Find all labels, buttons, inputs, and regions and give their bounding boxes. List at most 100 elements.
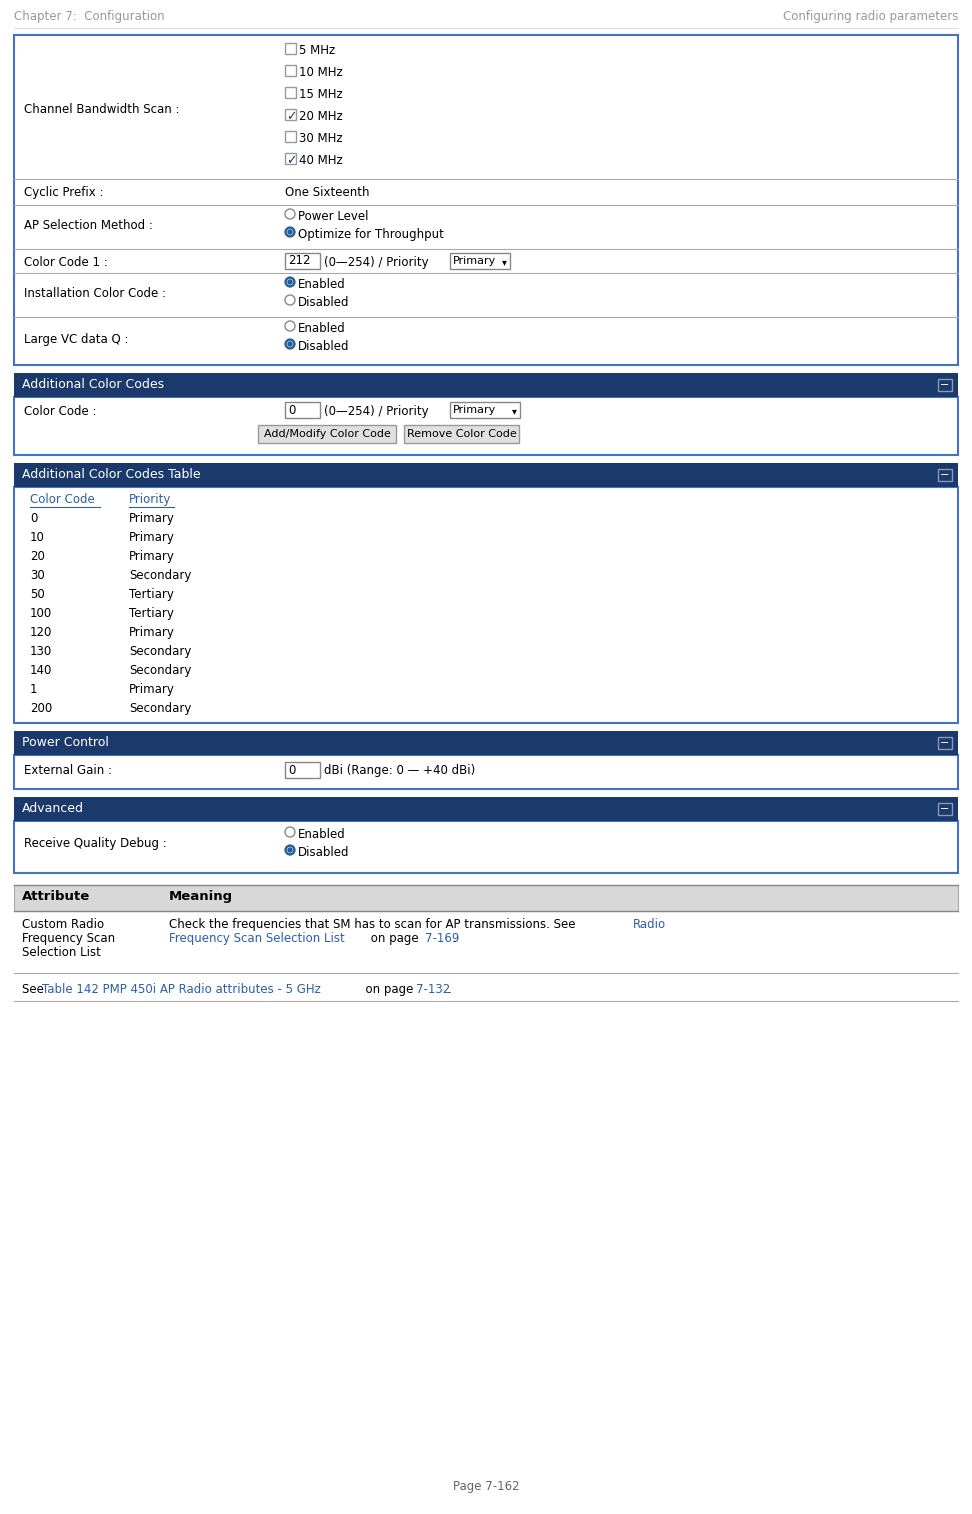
Bar: [14, 488, 958, 724]
Text: Priority: Priority: [129, 494, 171, 506]
Bar: [285, 42, 296, 55]
Text: Secondary: Secondary: [129, 569, 191, 581]
Text: −: −: [940, 804, 950, 815]
Text: ▾: ▾: [512, 406, 517, 416]
Text: (0—254) / Priority: (0—254) / Priority: [324, 256, 429, 269]
Circle shape: [285, 295, 295, 304]
Text: Disabled: Disabled: [298, 341, 350, 353]
Bar: [285, 403, 320, 418]
Text: 5 MHz: 5 MHz: [299, 44, 335, 58]
Bar: [258, 425, 396, 444]
Text: Frequency Scan: Frequency Scan: [22, 933, 115, 945]
Bar: [14, 821, 958, 874]
Text: Radio: Radio: [633, 917, 666, 931]
Text: 140: 140: [30, 665, 52, 677]
Bar: [14, 886, 958, 911]
Circle shape: [285, 277, 295, 288]
Circle shape: [288, 341, 293, 347]
Text: 100: 100: [30, 607, 52, 621]
Bar: [450, 253, 510, 269]
Text: Meaning: Meaning: [169, 890, 233, 902]
Text: 40 MHz: 40 MHz: [299, 154, 343, 167]
Text: ✓: ✓: [286, 154, 296, 167]
Text: Remove Color Code: Remove Color Code: [406, 428, 516, 439]
Text: 0: 0: [288, 404, 295, 416]
Text: dBi (Range: 0 — +40 dBi): dBi (Range: 0 — +40 dBi): [324, 765, 475, 777]
Text: 20 MHz: 20 MHz: [299, 111, 343, 123]
Text: One Sixteenth: One Sixteenth: [285, 186, 369, 198]
Text: Primary: Primary: [129, 625, 175, 639]
Text: Receive Quality Debug :: Receive Quality Debug :: [24, 837, 167, 849]
Text: 15 MHz: 15 MHz: [299, 88, 343, 101]
Bar: [285, 132, 296, 142]
Text: Secondary: Secondary: [129, 702, 191, 715]
Text: Enabled: Enabled: [298, 279, 346, 291]
Bar: [938, 802, 952, 815]
Circle shape: [285, 321, 295, 332]
Text: 10 MHz: 10 MHz: [299, 67, 343, 79]
Text: Secondary: Secondary: [129, 645, 191, 659]
Text: Optimize for Throughput: Optimize for Throughput: [298, 229, 444, 241]
Text: Table 142 PMP 450i AP Radio attributes - 5 GHz: Table 142 PMP 450i AP Radio attributes -…: [42, 983, 321, 996]
Bar: [14, 796, 958, 821]
Text: Selection List: Selection List: [22, 946, 101, 958]
Text: Color Code 1 :: Color Code 1 :: [24, 256, 108, 269]
Text: Frequency Scan Selection List: Frequency Scan Selection List: [169, 933, 345, 945]
Bar: [938, 469, 952, 481]
Text: Custom Radio: Custom Radio: [22, 917, 104, 931]
Text: Enabled: Enabled: [298, 322, 346, 335]
Text: Page 7-162: Page 7-162: [453, 1481, 519, 1493]
Circle shape: [285, 845, 295, 855]
Text: Color Code :: Color Code :: [24, 406, 96, 418]
Text: ✓: ✓: [286, 111, 296, 123]
Bar: [285, 86, 296, 98]
Text: Secondary: Secondary: [129, 665, 191, 677]
Text: AP Selection Method :: AP Selection Method :: [24, 220, 153, 232]
Bar: [14, 397, 958, 456]
Circle shape: [288, 279, 293, 285]
Text: −: −: [940, 469, 950, 480]
Bar: [285, 109, 296, 120]
Circle shape: [288, 848, 293, 852]
Text: ▾: ▾: [502, 257, 506, 266]
Text: Chapter 7:  Configuration: Chapter 7: Configuration: [14, 11, 164, 23]
Circle shape: [285, 827, 295, 837]
Text: 50: 50: [30, 587, 45, 601]
Text: Color Code: Color Code: [30, 494, 94, 506]
Bar: [404, 425, 519, 444]
Bar: [450, 403, 520, 418]
Text: Attribute: Attribute: [22, 890, 90, 902]
Text: Additional Color Codes Table: Additional Color Codes Table: [22, 468, 200, 481]
Text: Add/Modify Color Code: Add/Modify Color Code: [263, 428, 391, 439]
Text: Large VC data Q :: Large VC data Q :: [24, 333, 128, 347]
Text: 7-169: 7-169: [425, 933, 460, 945]
Text: See: See: [22, 983, 48, 996]
Text: 0: 0: [30, 512, 37, 525]
Text: on page: on page: [367, 933, 423, 945]
Text: on page: on page: [358, 983, 417, 996]
Bar: [938, 378, 952, 391]
Text: −: −: [940, 737, 950, 748]
Bar: [285, 762, 320, 778]
Text: 7-132: 7-132: [416, 983, 450, 996]
Circle shape: [288, 229, 293, 235]
Text: Cyclic Prefix :: Cyclic Prefix :: [24, 186, 103, 198]
Bar: [14, 755, 958, 789]
Text: 30 MHz: 30 MHz: [299, 132, 342, 145]
Bar: [285, 153, 296, 164]
Text: 1: 1: [30, 683, 38, 696]
Circle shape: [285, 209, 295, 220]
Text: Check the frequencies that SM has to scan for AP transmissions. See: Check the frequencies that SM has to sca…: [169, 917, 579, 931]
Text: Tertiary: Tertiary: [129, 607, 174, 621]
Text: 130: 130: [30, 645, 52, 659]
Text: 200: 200: [30, 702, 52, 715]
Text: 30: 30: [30, 569, 45, 581]
Text: Primary: Primary: [453, 406, 497, 415]
Text: Primary: Primary: [129, 550, 175, 563]
Text: (0—254) / Priority: (0—254) / Priority: [324, 406, 429, 418]
Circle shape: [285, 227, 295, 238]
Circle shape: [285, 339, 295, 350]
Bar: [14, 731, 958, 755]
Bar: [14, 35, 958, 365]
Text: Installation Color Code :: Installation Color Code :: [24, 288, 166, 300]
